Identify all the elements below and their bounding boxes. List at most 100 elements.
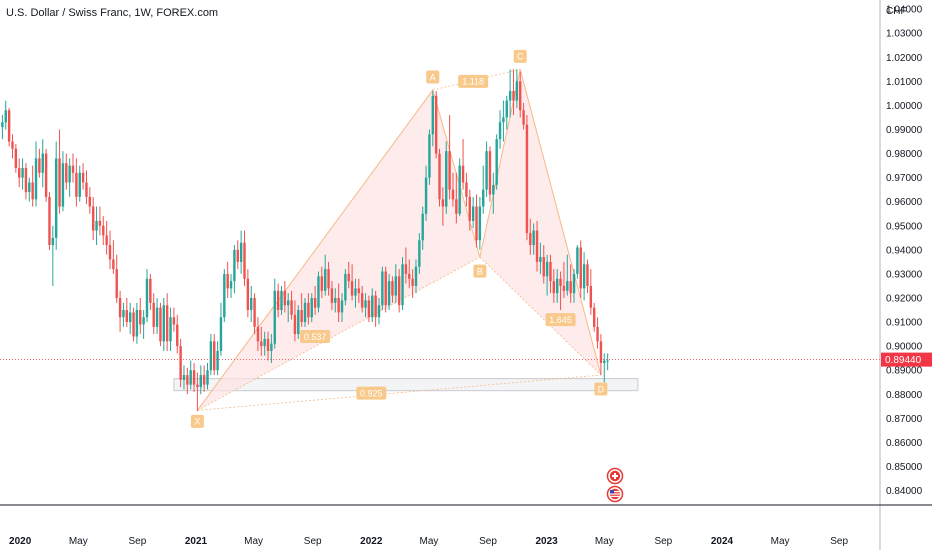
- candle: [179, 338, 182, 388]
- candle-body: [579, 247, 582, 289]
- candle: [263, 331, 266, 356]
- candle-body: [182, 375, 186, 380]
- candle-body: [401, 264, 404, 306]
- candle: [572, 269, 576, 303]
- economic-events[interactable]: [606, 467, 624, 503]
- candle: [347, 261, 350, 289]
- candle: [371, 288, 374, 323]
- candle-body: [102, 225, 105, 236]
- pattern-triangle-bcd: [479, 69, 601, 376]
- candle: [24, 163, 28, 200]
- candle-body: [337, 297, 340, 313]
- candle: [51, 225, 55, 286]
- time-tick-label: 2021: [185, 536, 208, 547]
- candle-body: [441, 199, 445, 207]
- candle: [303, 297, 307, 327]
- candle-body: [78, 172, 81, 197]
- candle-body: [408, 273, 411, 279]
- candle: [384, 266, 387, 313]
- candle-body: [4, 110, 7, 123]
- candle-body: [374, 295, 377, 318]
- candle: [471, 196, 475, 229]
- candle: [176, 314, 179, 354]
- xb-ratio-line: [197, 256, 481, 411]
- time-tick-label: May: [595, 536, 614, 547]
- candle: [135, 302, 139, 344]
- candle: [61, 151, 65, 212]
- candle-body: [421, 213, 424, 241]
- candle: [323, 254, 327, 296]
- candle: [41, 139, 44, 188]
- candle-body: [391, 281, 394, 296]
- last-price-value: 0.89440: [885, 355, 922, 366]
- ratio-label-bg: [458, 74, 489, 88]
- candle: [498, 110, 502, 149]
- candle: [239, 230, 243, 274]
- time-tick-label: May: [244, 536, 263, 547]
- candle: [253, 293, 256, 335]
- candle-body: [555, 278, 559, 294]
- time-axis[interactable]: 2020 May Sep 2021 May Sep 2022 May Sep 2023 May Sep…: [9, 536, 848, 547]
- candle: [424, 165, 428, 221]
- candle-body: [206, 370, 209, 385]
- candle: [519, 71, 522, 118]
- candle-body: [492, 184, 495, 195]
- candle: [88, 187, 92, 214]
- candle-body: [552, 281, 556, 294]
- candle-body: [478, 206, 482, 241]
- candle: [199, 365, 202, 395]
- candle-body: [290, 300, 293, 315]
- candle-body: [128, 312, 132, 323]
- candle: [394, 264, 398, 303]
- candle: [414, 259, 418, 294]
- candle-body: [300, 310, 303, 323]
- candle-body: [186, 375, 189, 385]
- price-tick-label: 0.94000: [886, 245, 923, 256]
- ratio-label: 1.118: [458, 74, 489, 88]
- swiss-flag-event-icon[interactable]: [606, 467, 624, 485]
- candle-body: [599, 341, 603, 363]
- candle-body: [216, 350, 219, 371]
- candle: [159, 302, 162, 347]
- us-flag-event-icon[interactable]: [606, 485, 624, 503]
- candle: [75, 158, 78, 207]
- candle: [78, 165, 81, 202]
- candle-body: [606, 360, 609, 362]
- candle-body: [243, 242, 246, 279]
- candle-body: [542, 257, 545, 277]
- candle: [206, 362, 209, 390]
- candle-body: [34, 158, 38, 200]
- candle-body: [582, 264, 586, 289]
- candle-body: [213, 341, 216, 371]
- candle: [485, 141, 488, 197]
- candle: [374, 290, 377, 327]
- candle-body: [85, 182, 88, 197]
- candle: [340, 293, 344, 323]
- candle-body: [320, 276, 324, 291]
- bd-ratio-line: [479, 256, 602, 376]
- candle: [391, 276, 394, 303]
- candle: [313, 285, 317, 315]
- candle: [552, 269, 556, 303]
- candle-body: [41, 153, 44, 173]
- candle: [488, 146, 492, 202]
- candle-body: [192, 370, 196, 385]
- candle: [418, 233, 421, 274]
- ratio-label-text: 0.925: [360, 388, 383, 398]
- candle-body: [199, 375, 202, 388]
- candle: [300, 293, 303, 327]
- candle-body: [202, 375, 206, 385]
- time-tick-label: 2022: [360, 536, 383, 547]
- candle: [118, 290, 122, 332]
- candle: [270, 334, 273, 363]
- candle: [421, 206, 424, 250]
- candle-body: [529, 233, 532, 246]
- candle-body: [24, 168, 28, 193]
- candle: [596, 317, 599, 349]
- candle-body: [313, 297, 317, 308]
- pattern-point-c: C: [513, 49, 527, 63]
- candle-body: [48, 196, 51, 246]
- pattern-point-d: D: [594, 382, 608, 396]
